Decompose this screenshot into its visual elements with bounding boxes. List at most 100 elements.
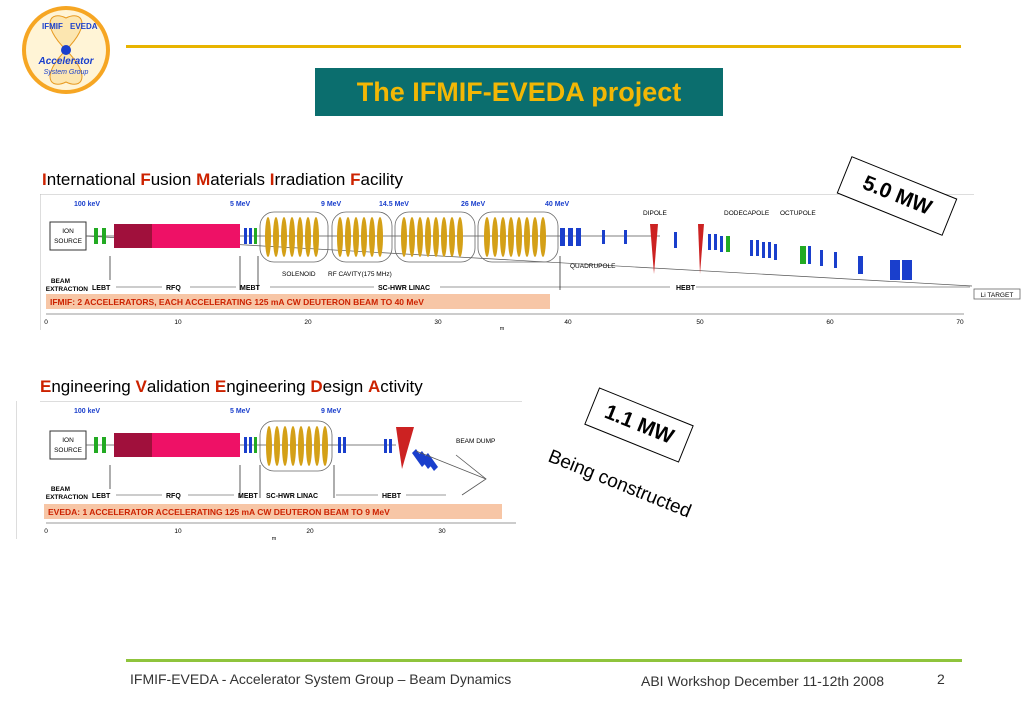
beam-extraction-label: BEAM: [51, 486, 70, 493]
ifmif-accelerator-diagram: 100 keV 5 MeV 9 MeV 14.5 MeV 26 MeV 40 M…: [40, 194, 1021, 332]
heading-initial: M: [196, 170, 211, 189]
energy-label: 14.5 MeV: [379, 201, 409, 208]
diagram-caption-bg: [46, 294, 550, 309]
beam-extraction-label: EXTRACTION: [46, 286, 89, 293]
logo-right-text: EVEDA: [70, 22, 98, 31]
cryomodule: [477, 211, 559, 263]
eveda-accelerator-diagram: 100 keV 5 MeV 9 MeV ION SOURCE BEAM DUMP…: [16, 401, 522, 542]
cryomodule: [394, 211, 476, 263]
section-label: SC-HWR LINAC: [378, 285, 430, 292]
heading-initial: A: [368, 377, 381, 396]
beam-extraction-label: EXTRACTION: [46, 494, 89, 501]
ifmif-heading: International Fusion Materials Irradiati…: [42, 170, 403, 190]
section-label: SC-HWR LINAC: [266, 493, 318, 500]
axis-tick: 60: [826, 319, 834, 326]
dipole-magnet: [396, 427, 414, 469]
beam-extraction-label: BEAM: [51, 278, 70, 285]
section-label: MEBT: [238, 493, 259, 500]
section-label: LEBT: [92, 493, 111, 500]
page-title: The IFMIF-EVEDA project: [356, 76, 682, 107]
heading-word: alidation: [146, 377, 215, 396]
energy-label: 5 MeV: [230, 408, 251, 415]
axis-unit: m: [272, 536, 277, 542]
beam-dump-shape: [455, 454, 487, 496]
heading-word: rradiation: [274, 170, 351, 189]
energy-label: 40 MeV: [545, 201, 569, 208]
diagram-caption: EVEDA: 1 ACCELERATOR ACCELERATING 125 mA…: [48, 507, 390, 517]
eveda-power-callout: 1.1 MW: [584, 387, 694, 463]
heading-initial: F: [140, 170, 151, 189]
ion-source-label: SOURCE: [54, 238, 82, 245]
heading-word: usion: [150, 170, 197, 189]
heading-initial: F: [350, 170, 361, 189]
footer-rule: [126, 659, 962, 662]
heading-word: aterials: [210, 170, 270, 189]
axis-tick: 70: [956, 319, 964, 326]
cryomodule: [259, 420, 333, 472]
heading-initial: E: [214, 377, 227, 396]
section-label: LEBT: [92, 285, 111, 292]
axis-unit: m: [500, 326, 505, 332]
footer-left: IFMIF-EVEDA - Accelerator System Group –…: [130, 671, 512, 687]
logo-main-text: Accelerator: [37, 56, 94, 67]
energy-label: 26 MeV: [461, 201, 485, 208]
axis-tick: 20: [306, 528, 314, 535]
logo-sub-text: System Group: [44, 69, 89, 76]
ion-source-label: SOURCE: [54, 447, 82, 454]
section-label: HEBT: [382, 493, 402, 500]
magnet-label: OCTUPOLE: [780, 210, 816, 217]
cryomodule: [259, 211, 329, 263]
magnet-label: DODECAPOLE: [724, 210, 770, 217]
section-label: RFQ: [166, 285, 181, 292]
heading-word: nternational: [46, 170, 141, 189]
heading-word: ctivity: [380, 377, 423, 396]
diagram-caption-bg: [44, 504, 502, 519]
header-rule: [126, 45, 961, 48]
heading-initial: V: [135, 377, 147, 396]
logo-left-text: IFMIF: [42, 22, 63, 31]
axis-tick: 0: [44, 319, 48, 326]
dipole-magnet: [698, 224, 704, 274]
axis-tick: 30: [434, 319, 442, 326]
ion-source-label: ION: [62, 228, 74, 235]
ion-source-label: ION: [62, 437, 74, 444]
energy-label: 100 keV: [74, 408, 100, 415]
cavity-label: RF CAVITY(175 MHz): [328, 271, 392, 278]
heading-word: ngineering: [51, 377, 136, 396]
axis-tick: 50: [696, 319, 704, 326]
section-label: HEBT: [676, 285, 696, 292]
target-label: Li TARGET: [981, 292, 1014, 299]
energy-label: 9 MeV: [321, 201, 342, 208]
heading-initial: I: [42, 170, 47, 189]
axis-tick: 30: [438, 528, 446, 535]
dipole-magnet: [650, 224, 658, 274]
energy-label: 9 MeV: [321, 408, 342, 415]
heading-word: acility: [360, 170, 404, 189]
eveda-heading: Engineering Validation Engineering Desig…: [40, 377, 423, 397]
magnet-label: DIPOLE: [643, 210, 668, 217]
title-box: The IFMIF-EVEDA project: [315, 68, 723, 116]
footer-right: ABI Workshop December 11-12th 2008: [641, 673, 885, 689]
heading-initial: E: [40, 377, 52, 396]
accelerator-system-group-logo: IFMIF EVEDA Accelerator System Group: [22, 6, 110, 94]
section-label: RFQ: [166, 493, 181, 500]
axis-tick: 0: [44, 528, 48, 535]
energy-label: 100 keV: [74, 201, 100, 208]
cavity-label: SOLENOID: [282, 271, 316, 278]
axis-tick: 10: [174, 528, 182, 535]
ion-source-box: [49, 221, 87, 251]
magnet-label: QUADRUPOLE: [570, 263, 616, 270]
cryomodule: [331, 211, 393, 263]
beam-dump-label: BEAM DUMP: [456, 438, 495, 445]
page-number: 2: [937, 671, 945, 687]
energy-label: 5 MeV: [230, 201, 251, 208]
heading-initial: D: [310, 377, 323, 396]
heading-initial: I: [269, 170, 275, 189]
heading-word: ngineering: [226, 377, 311, 396]
section-label: MEBT: [240, 285, 261, 292]
ion-source-box: [49, 430, 87, 460]
axis-tick: 40: [564, 319, 572, 326]
axis-tick: 20: [304, 319, 312, 326]
diagram-caption: IFMIF: 2 ACCELERATORS, EACH ACCELERATING…: [50, 297, 424, 307]
heading-word: esign: [322, 377, 368, 396]
